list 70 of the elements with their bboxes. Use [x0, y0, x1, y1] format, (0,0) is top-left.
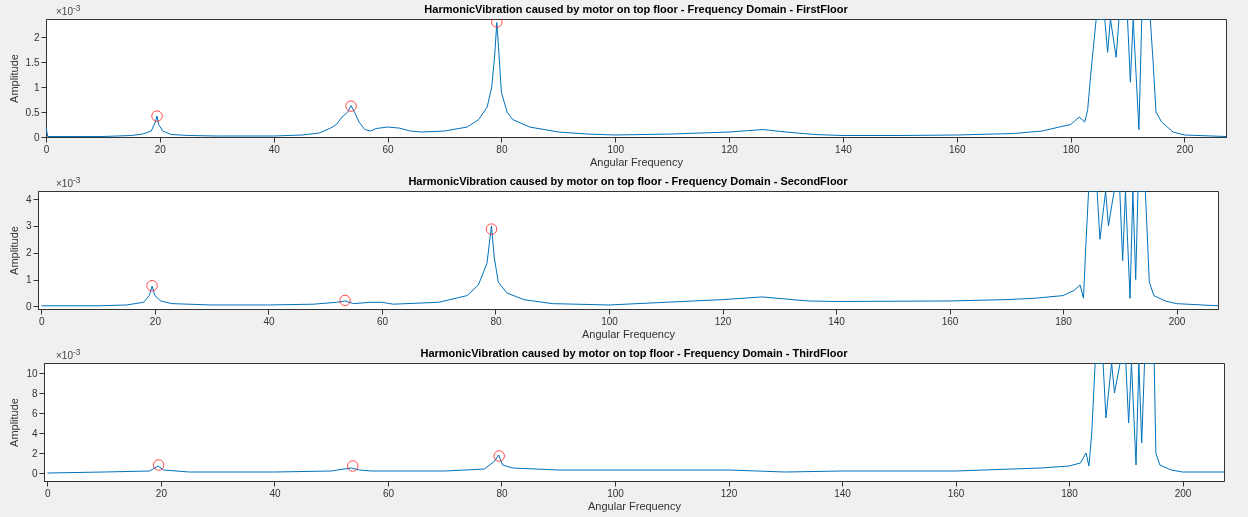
y-tick-label: 8: [31, 387, 38, 399]
point: [339, 294, 351, 307]
x-tick-label: 160: [948, 143, 967, 155]
x-tick-label: 140: [835, 143, 853, 155]
x-tick-label: 200: [1174, 487, 1192, 499]
x-tick-label: 80: [490, 315, 502, 327]
x-tick-label: 120: [721, 143, 739, 155]
x-tick-label: 40: [269, 487, 281, 499]
x-tick-label: 60: [382, 487, 395, 499]
x-tick-label: 160: [947, 487, 965, 499]
x-tick-label: 40: [268, 143, 281, 155]
chart-title: HarmonicVibration caused by motor on top floor - Frequency Domain - FirstFloor: [424, 3, 849, 15]
line-series: [46, 363, 1224, 474]
x-tick-label: 120: [714, 315, 732, 327]
y-tick-label: 10: [26, 367, 38, 379]
y-tick-label: 0.5: [25, 106, 40, 118]
text: ×10$^{-3}$: [56, 175, 81, 190]
x-tick-label: 160: [941, 315, 959, 327]
y-tick-label: 4: [31, 427, 38, 439]
x-tick-label: 60: [382, 143, 395, 155]
point: [493, 450, 505, 462]
x-tick-label: 20: [154, 143, 167, 155]
x-tick-label: 0: [43, 143, 50, 155]
x-tick-label: 80: [496, 487, 508, 499]
y-tick-label: 1.5: [25, 56, 40, 68]
x-axis-title: Angular Frequency: [588, 499, 682, 512]
x-tick-label: 120: [720, 487, 738, 499]
y-tick-label: 6: [31, 407, 38, 419]
point: [491, 19, 503, 28]
x-tick-label: 40: [263, 315, 275, 327]
text: ×10$^{-3}$: [56, 347, 81, 362]
x-tick-label: 100: [601, 315, 619, 327]
y-tick-label: 2: [25, 247, 32, 259]
point: [152, 459, 165, 471]
y-tick-label: 0: [33, 131, 40, 143]
x-tick-label: 20: [149, 315, 162, 327]
y-tick-label: 3: [25, 220, 32, 232]
y-tick-label: 0: [31, 467, 38, 479]
text: ×10$^{-3}$: [56, 3, 81, 18]
point: [485, 223, 498, 235]
x-tick-label: 140: [834, 487, 852, 499]
x-axis-title: Angular Frequency: [582, 327, 676, 340]
y-tick-label: 2: [33, 31, 40, 43]
chart-title: HarmonicVibration caused by motor on top floor - Frequency Domain - ThirdFloor: [420, 347, 849, 359]
point: [151, 110, 163, 122]
x-tick-label: 20: [155, 487, 168, 499]
y-axis-title: Amplitude: [7, 226, 20, 275]
x-tick-label: 100: [607, 487, 625, 499]
y-tick-label: 4: [25, 193, 32, 205]
x-tick-label: 200: [1176, 143, 1194, 155]
x-tick-label: 140: [828, 315, 846, 327]
x-tick-label: 80: [496, 143, 508, 155]
x-tick-label: 180: [1055, 315, 1073, 327]
y-tick-label: 2: [31, 447, 38, 459]
point: [345, 100, 357, 112]
y-tick-label: 1: [33, 81, 40, 93]
y-tick-label: 0: [25, 300, 32, 312]
x-axis-title: Angular Frequency: [590, 155, 684, 168]
x-tick-label: 180: [1062, 143, 1080, 155]
x-tick-label: 0: [45, 487, 52, 499]
chart-title: HarmonicVibration caused by motor on top floor - Frequency Domain - SecondFloor: [408, 175, 849, 187]
y-axis-title: Amplitude: [8, 398, 21, 447]
point: [146, 279, 158, 292]
point: [347, 460, 359, 472]
x-tick-label: 100: [607, 143, 625, 155]
y-tick-label: 1: [25, 274, 32, 285]
x-tick-label: 180: [1061, 487, 1079, 499]
x-tick-label: 200: [1168, 315, 1186, 327]
y-axis-title: Amplitude: [7, 54, 20, 103]
x-tick-label: 60: [376, 315, 389, 327]
